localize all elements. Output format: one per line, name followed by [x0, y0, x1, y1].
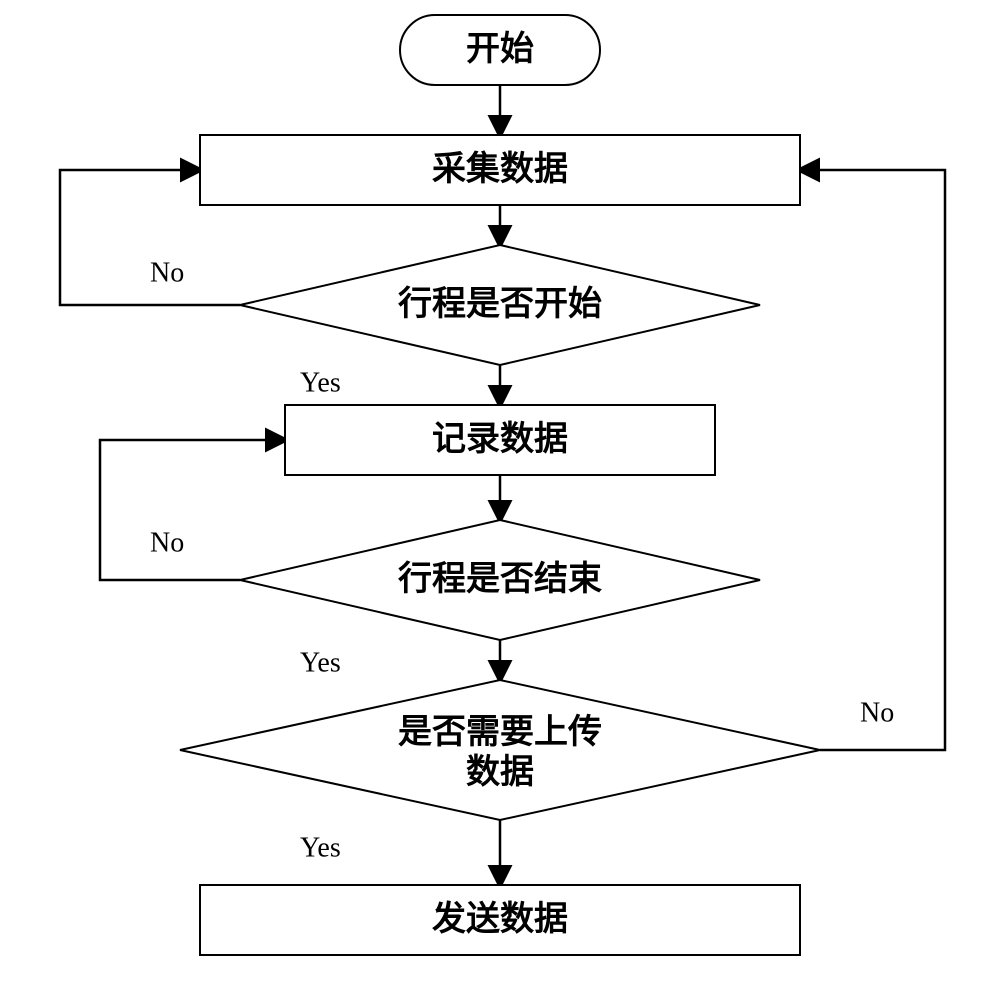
label-dstart-yes: Yes — [300, 367, 341, 398]
label-dend-no: No — [150, 527, 184, 558]
label-dupload-no: No — [860, 697, 894, 728]
svg-text:记录数据: 记录数据 — [432, 420, 568, 458]
node-decision-upload: 是否需要上传 数据 — [180, 680, 820, 820]
svg-text:是否需要上传: 是否需要上传 — [398, 713, 602, 751]
label-dend-yes: Yes — [300, 647, 341, 678]
node-record: 记录数据 — [285, 405, 715, 475]
node-decision-start: 行程是否开始 — [240, 245, 760, 365]
node-collect: 采集数据 — [200, 135, 800, 205]
flowchart-canvas: Yes Yes Yes No No No 开始 采集数据 行程 — [0, 0, 1000, 987]
label-dupload-yes: Yes — [300, 832, 341, 863]
svg-text:行程是否结束: 行程是否结束 — [398, 560, 602, 598]
svg-text:开始: 开始 — [466, 30, 534, 68]
svg-text:发送数据: 发送数据 — [432, 900, 568, 938]
label-dstart-no: No — [150, 257, 184, 288]
node-start: 开始 — [400, 15, 600, 85]
svg-text:采集数据: 采集数据 — [432, 150, 568, 188]
svg-text:行程是否开始: 行程是否开始 — [398, 285, 602, 323]
node-send: 发送数据 — [200, 885, 800, 955]
edge-dend-no — [100, 440, 285, 580]
edge-dupload-no — [800, 170, 945, 750]
node-decision-end: 行程是否结束 — [240, 520, 760, 640]
svg-text:数据: 数据 — [466, 753, 534, 791]
